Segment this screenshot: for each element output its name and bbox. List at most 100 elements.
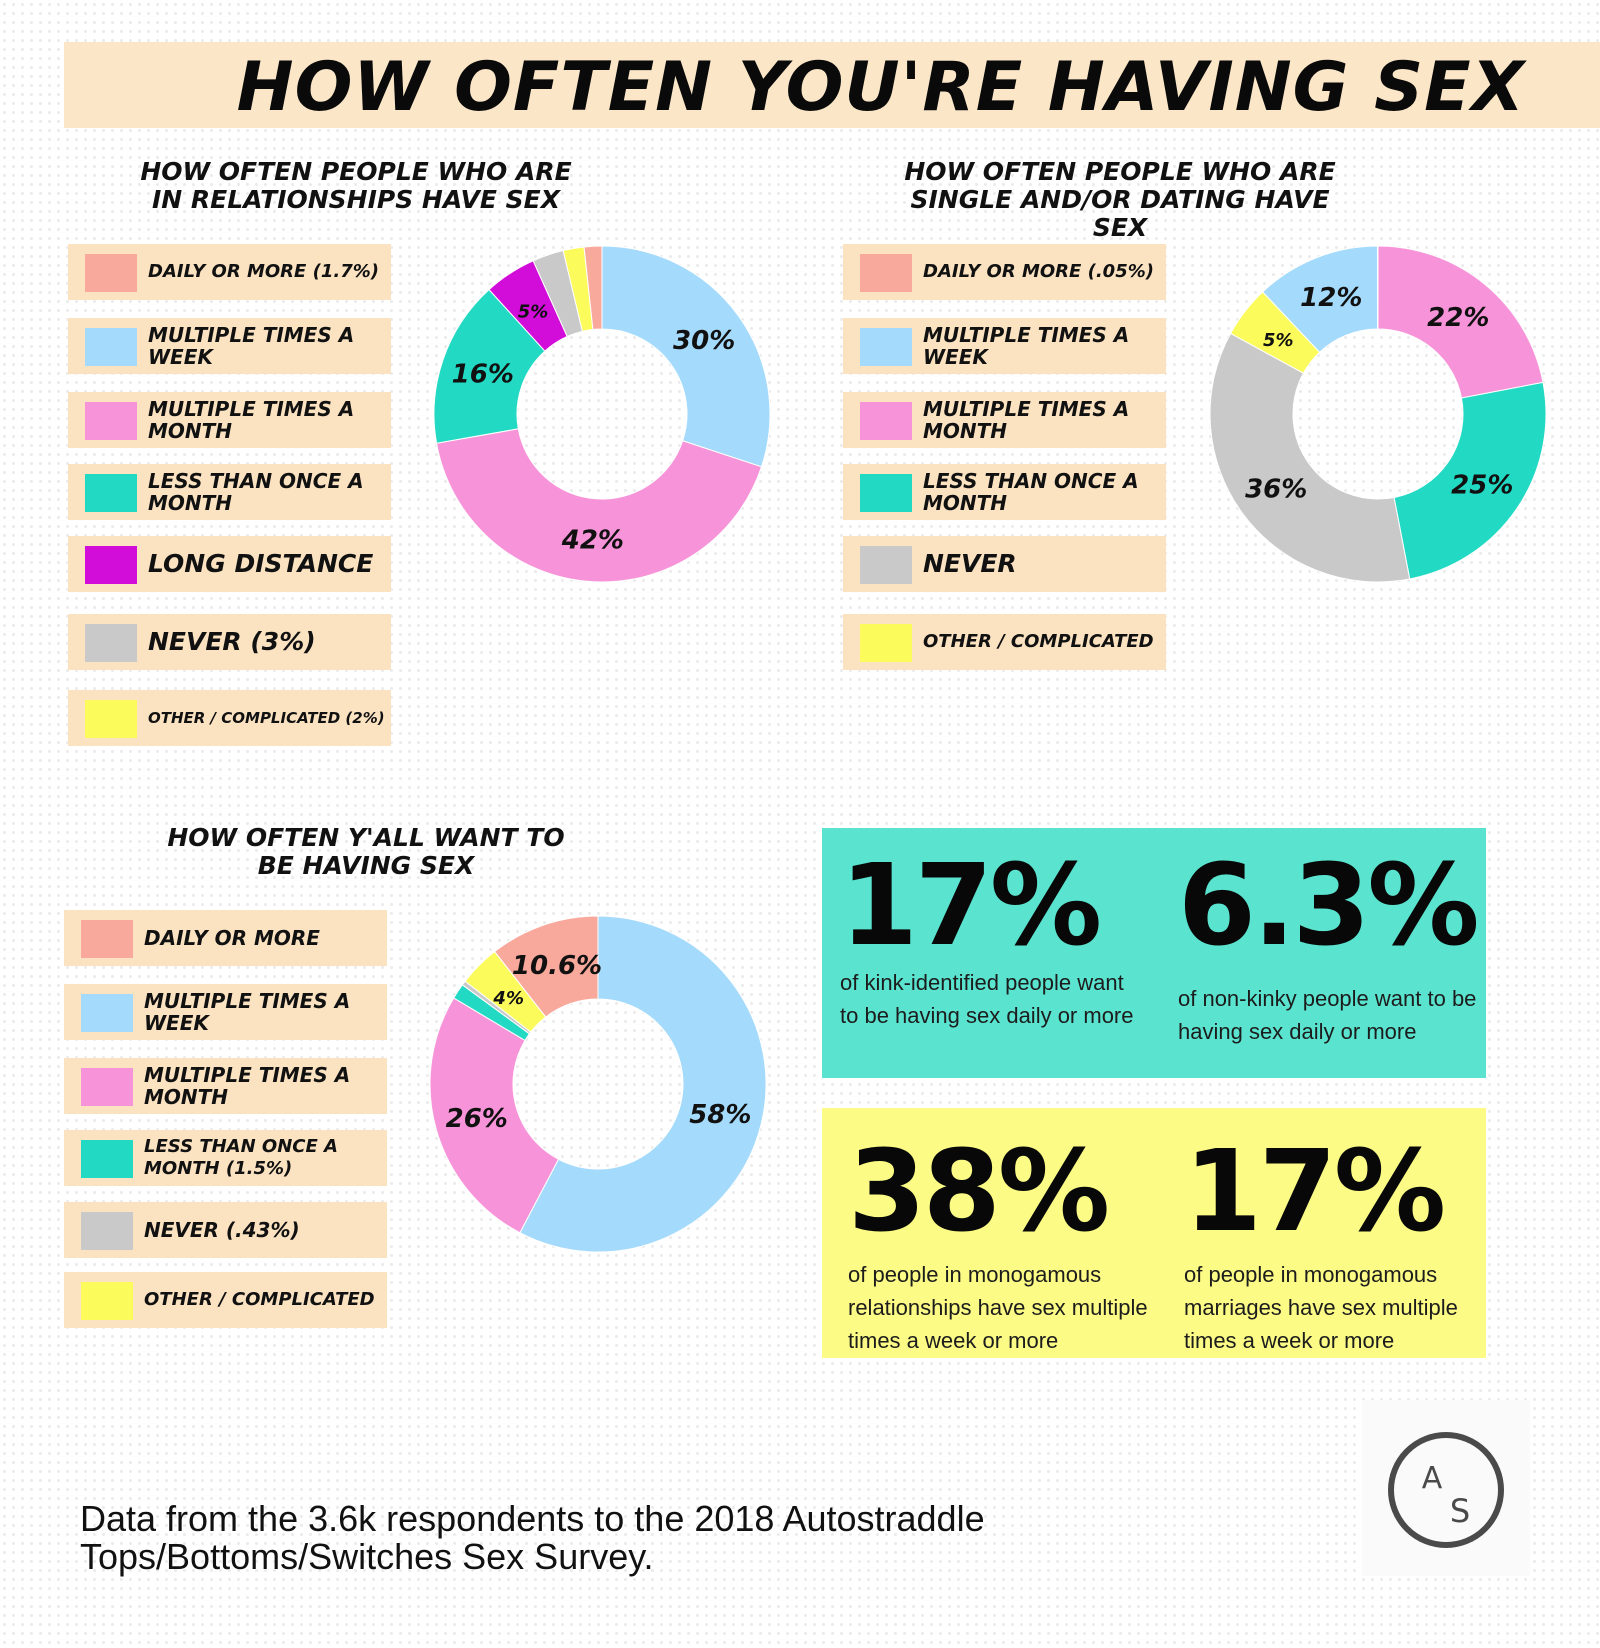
legend-item: LESS THAN ONCE A MONTH (843, 464, 1166, 520)
legend-label: DAILY OR MORE (144, 926, 320, 950)
data-label: 10.6% (512, 951, 602, 981)
stat-value: 17% (1184, 1127, 1446, 1257)
legend-item: NEVER (3%) (68, 614, 391, 670)
donut-slice (493, 915, 599, 1018)
legend-swatch (81, 920, 133, 958)
donut-slice (435, 428, 763, 583)
donut-slice (429, 997, 560, 1234)
legend-item: MULTIPLE TIMES A WEEK (64, 984, 387, 1040)
donut-slice (583, 245, 603, 331)
legend-swatch (860, 328, 912, 366)
page-title: HOW OFTEN YOU'RE HAVING SEX (236, 48, 1525, 127)
legend-swatch (81, 1282, 133, 1320)
autostraddle-logo-icon: A S (1388, 1432, 1504, 1548)
legend-swatch (85, 402, 137, 440)
legend-label: OTHER / COMPLICATED (923, 631, 1154, 652)
data-label: 58% (689, 1100, 751, 1130)
data-label: 42% (561, 526, 624, 556)
legend-swatch (85, 546, 137, 584)
logo-card: A S (1362, 1400, 1530, 1576)
legend-item: DAILY OR MORE (1.7%) (68, 244, 391, 300)
legend-item: DAILY OR MORE (64, 910, 387, 966)
legend-swatch (85, 328, 137, 366)
legend-item: LONG DISTANCE (68, 536, 391, 592)
legend-label: NEVER (3%) (148, 627, 316, 656)
legend-swatch (81, 1212, 133, 1250)
legend-label: DAILY OR MORE (.05%) (923, 261, 1154, 282)
stat-value: 38% (848, 1127, 1110, 1257)
legend-item: MULTIPLE TIMES A WEEK (68, 318, 391, 374)
data-label: 25% (1451, 471, 1513, 501)
legend-swatch (81, 994, 133, 1032)
donut-slice (1376, 245, 1379, 330)
donut-slice (1209, 332, 1411, 583)
legend-swatch (81, 1068, 133, 1106)
data-label: 5% (1263, 330, 1294, 351)
chart-title-single: HOW OFTEN PEOPLE WHO ARE SINGLE AND/OR D… (904, 157, 1336, 242)
legend-label: NEVER (923, 549, 1017, 578)
donut-slice (601, 245, 771, 468)
legend-swatch (85, 624, 137, 662)
legend-label: LONG DISTANCE (148, 549, 374, 578)
legend-label: MULTIPLE TIMES A MONTH (923, 397, 1130, 443)
stat-mono-relationships: 38% of people in monogamous relationship… (848, 1136, 1158, 1357)
chart-title-relationships: HOW OFTEN PEOPLE WHO ARE IN RELATIONSHIP… (140, 157, 572, 214)
donut-chart-want: 58% 26% 4% 10.6% (429, 915, 767, 1253)
legend-swatch (85, 474, 137, 512)
title-banner: HOW OFTEN YOU'RE HAVING SEX (64, 42, 1600, 128)
footer-source-note: Data from the 3.6k respondents to the 20… (80, 1498, 985, 1577)
donut-chart-relationships: 30% 42% 16% 5% (433, 245, 771, 583)
legend-swatch (860, 254, 912, 292)
legend-label: OTHER / COMPLICATED (2%) (148, 709, 385, 727)
data-label: 4% (492, 988, 524, 1009)
legend-label: MULTIPLE TIMES A WEEK (148, 323, 355, 369)
legend-item: LESS THAN ONCE A MONTH (68, 464, 391, 520)
donut-slice (519, 915, 767, 1253)
data-label: 12% (1300, 283, 1362, 313)
data-label: 22% (1427, 303, 1489, 333)
stat-mono-marriages: 17% of people in monogamous marriages ha… (1184, 1136, 1474, 1357)
donut-slice (1377, 245, 1544, 399)
legend-label: MULTIPLE TIMES A WEEK (923, 323, 1130, 369)
data-label: 26% (446, 1104, 508, 1134)
legend-swatch (860, 474, 912, 512)
legend-label: LESS THAN ONCE A MONTH (1.5%) (144, 1136, 338, 1179)
stat-text: of non-kinky people want to be having se… (1178, 986, 1477, 1044)
legend-item: MULTIPLE TIMES A MONTH (68, 392, 391, 448)
legend-swatch (81, 1140, 133, 1178)
legend-item: OTHER / COMPLICATED (2%) (68, 690, 391, 746)
legend-item: OTHER / COMPLICATED (843, 614, 1166, 670)
legend-item: MULTIPLE TIMES A MONTH (64, 1058, 387, 1114)
stat-text: of people in monogamous marriages have s… (1184, 1262, 1458, 1353)
stat-text: of kink-identified people want to be hav… (840, 970, 1134, 1028)
logo-letter-a: A (1422, 1461, 1443, 1496)
stat-text: of people in monogamous relationships ha… (848, 1262, 1148, 1353)
stat-box-teal: 17% of kink-identified people want to be… (822, 828, 1486, 1078)
legend-label: OTHER / COMPLICATED (144, 1289, 375, 1310)
legend-item: OTHER / COMPLICATED (64, 1272, 387, 1328)
legend-item: MULTIPLE TIMES A WEEK (843, 318, 1166, 374)
data-label: 16% (452, 359, 514, 389)
legend-label: DAILY OR MORE (1.7%) (148, 261, 379, 282)
donut-slice (1393, 381, 1547, 580)
stat-value: 6.3% (1178, 841, 1480, 971)
legend-swatch (860, 624, 912, 662)
legend-item: LESS THAN ONCE A MONTH (1.5%) (64, 1130, 387, 1186)
data-label: 36% (1245, 474, 1307, 504)
stat-value: 17% (840, 841, 1102, 971)
legend-item: NEVER (843, 536, 1166, 592)
data-label: 5% (518, 302, 549, 323)
legend-label: NEVER (.43%) (144, 1218, 300, 1242)
legend-swatch (85, 700, 137, 738)
legend-item: NEVER (.43%) (64, 1202, 387, 1258)
stat-kink: 17% of kink-identified people want to be… (840, 850, 1140, 1032)
legend-label: MULTIPLE TIMES A WEEK (144, 989, 351, 1035)
legend-label: MULTIPLE TIMES A MONTH (144, 1063, 351, 1109)
legend-label: MULTIPLE TIMES A MONTH (148, 397, 355, 443)
legend-swatch (85, 254, 137, 292)
stat-box-yellow: 38% of people in monogamous relationship… (822, 1108, 1486, 1358)
donut-chart-single: 22% 25% 36% 5% 12% (1209, 245, 1547, 583)
chart-title-want: HOW OFTEN Y'ALL WANT TO BE HAVING SEX (167, 823, 565, 880)
legend-item: DAILY OR MORE (.05%) (843, 244, 1166, 300)
legend-label: LESS THAN ONCE A MONTH (923, 469, 1139, 515)
